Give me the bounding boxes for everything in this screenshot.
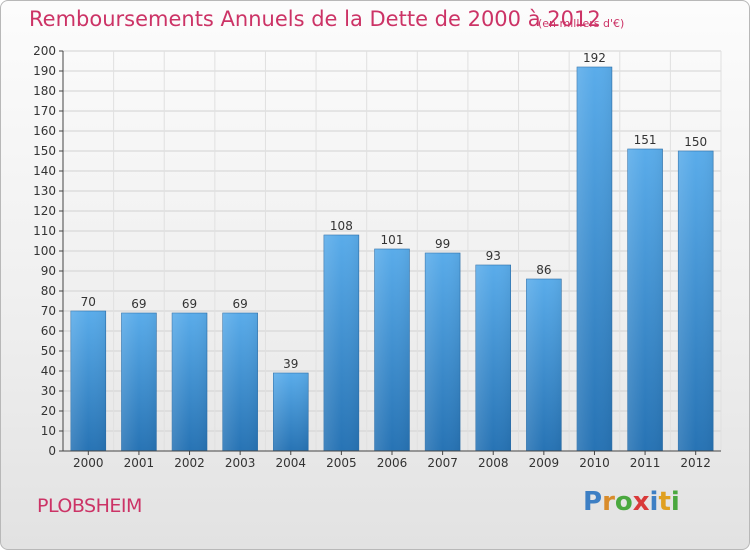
data-label: 99 xyxy=(435,237,450,251)
bar-shine xyxy=(526,279,562,451)
x-tick-label: 2012 xyxy=(680,456,711,470)
y-tick-label: 200 xyxy=(33,44,56,58)
y-tick-label: 180 xyxy=(33,84,56,98)
data-label: 101 xyxy=(381,233,404,247)
bar-shine xyxy=(576,67,612,451)
y-tick-label: 60 xyxy=(41,324,56,338)
proxiti-logo[interactable]: Proxiti xyxy=(583,487,680,517)
x-tick-label: 2005 xyxy=(326,456,357,470)
data-label: 69 xyxy=(182,297,197,311)
x-tick-label: 2008 xyxy=(478,456,509,470)
y-tick-label: 120 xyxy=(33,204,56,218)
bar-shine xyxy=(627,149,663,451)
y-tick-label: 30 xyxy=(41,384,56,398)
x-tick-label: 2002 xyxy=(174,456,205,470)
bar-shine xyxy=(475,265,511,451)
y-tick-label: 70 xyxy=(41,304,56,318)
y-tick-label: 160 xyxy=(33,124,56,138)
bar-shine xyxy=(425,253,461,451)
y-tick-label: 20 xyxy=(41,404,56,418)
bar-shine xyxy=(374,249,410,451)
x-tick-label: 2009 xyxy=(529,456,560,470)
data-label: 69 xyxy=(233,297,248,311)
bar-shine xyxy=(323,235,359,451)
y-tick-label: 50 xyxy=(41,344,56,358)
logo-letter: r xyxy=(602,487,615,517)
commune-name: PLOBSHEIM xyxy=(37,495,142,517)
data-label: 192 xyxy=(583,51,606,65)
y-tick-label: 90 xyxy=(41,264,56,278)
y-tick-label: 140 xyxy=(33,164,56,178)
y-tick-label: 110 xyxy=(33,224,56,238)
y-tick-label: 150 xyxy=(33,144,56,158)
x-tick-label: 2003 xyxy=(225,456,256,470)
y-tick-label: 130 xyxy=(33,184,56,198)
x-tick-label: 2000 xyxy=(73,456,104,470)
data-label: 93 xyxy=(486,249,501,263)
bar-shine xyxy=(273,373,309,451)
y-tick-label: 80 xyxy=(41,284,56,298)
x-tick-label: 2007 xyxy=(427,456,458,470)
chart-title: Remboursements Annuels de la Dette de 20… xyxy=(29,7,601,31)
data-label: 70 xyxy=(81,295,96,309)
y-tick-label: 10 xyxy=(41,424,56,438)
x-axis: 2000 2001 2002 2003 2004 2005 2006 2007 2008 2009… xyxy=(63,450,721,470)
unit-note: (en milliers d'€) xyxy=(538,17,625,30)
data-label: 86 xyxy=(536,263,551,277)
bar-shine xyxy=(70,311,106,451)
x-tick-label: 2006 xyxy=(377,456,408,470)
data-label: 151 xyxy=(634,133,657,147)
data-label: 150 xyxy=(684,135,707,149)
logo-letter: o xyxy=(614,487,633,517)
y-tick-label: 40 xyxy=(41,364,56,378)
bar-shine xyxy=(678,151,714,451)
logo-letter: i xyxy=(670,487,680,517)
data-label: 69 xyxy=(131,297,146,311)
data-label: 108 xyxy=(330,219,353,233)
y-tick-label: 100 xyxy=(33,244,56,258)
logo-letter: P xyxy=(583,487,603,517)
y-axis: 0 10 20 30 40 50 60 70 80 90 100 110 120 130 140 150 160… xyxy=(33,44,64,458)
x-tick-label: 2001 xyxy=(124,456,155,470)
bar-shine xyxy=(222,313,258,451)
x-tick-label: 2004 xyxy=(275,456,306,470)
data-label: 39 xyxy=(283,357,298,371)
y-tick-label: 0 xyxy=(48,444,56,458)
logo-letter: i xyxy=(649,487,659,517)
logo-letter: x xyxy=(632,487,650,517)
x-tick-label: 2010 xyxy=(579,456,610,470)
y-tick-label: 170 xyxy=(33,104,56,118)
x-tick-label: 2011 xyxy=(630,456,661,470)
y-tick-label: 190 xyxy=(33,64,56,78)
bar-shine xyxy=(121,313,157,451)
logo-letter: t xyxy=(658,487,671,517)
bar-shine xyxy=(172,313,208,451)
